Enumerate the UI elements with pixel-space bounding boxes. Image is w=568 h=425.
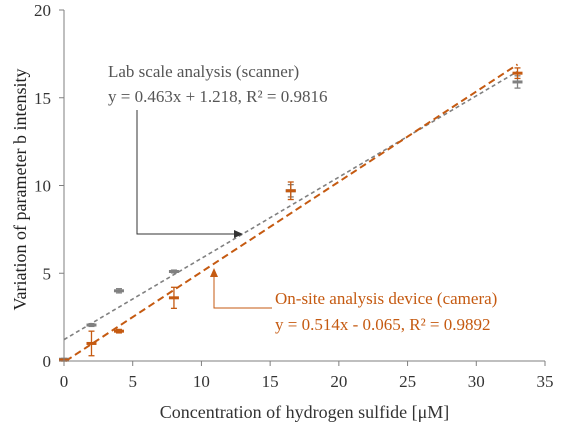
trendline-scanner xyxy=(63,70,518,341)
axes: 0 5 10 15 20 25 30 35 0 5 10 15 20 Concentration of h… xyxy=(10,1,554,422)
x-tick-label: 15 xyxy=(262,372,279,391)
scanner-data-point xyxy=(86,322,97,328)
y-tick-label: 5 xyxy=(43,264,52,283)
camera-data-point xyxy=(86,330,97,357)
camera-data-point xyxy=(512,67,523,80)
x-tick-label: 20 xyxy=(330,372,347,391)
trendline-camera xyxy=(65,63,519,362)
scanner-equation: y = 0.463x + 1.218, R² = 0.9816 xyxy=(108,87,327,106)
camera-data-point xyxy=(113,328,124,334)
trendlines xyxy=(63,63,519,362)
x-tick-label: 30 xyxy=(468,372,485,391)
scanner-callout-line xyxy=(136,110,236,235)
scanner-callout-arrowhead xyxy=(234,230,243,238)
camera-callout-line xyxy=(213,276,272,309)
camera-series-label: On-site analysis device (camera) xyxy=(275,289,497,308)
x-tick-label: 35 xyxy=(537,372,554,391)
y-tick-label: 15 xyxy=(34,89,51,108)
x-axis-label: Concentration of hydrogen sulfide [μM] xyxy=(160,402,450,422)
x-tick-label: 5 xyxy=(128,372,137,391)
x-tick-label: 10 xyxy=(193,372,210,391)
camera-callout-arrowhead xyxy=(210,268,218,277)
annotations: Lab scale analysis (scanner) y = 0.463x +… xyxy=(108,62,497,334)
camera-data-point xyxy=(285,181,296,201)
y-tick-label: 10 xyxy=(34,177,51,196)
scanner-series-label: Lab scale analysis (scanner) xyxy=(108,62,299,81)
y-axis-label: Variation of parameter b intensity xyxy=(10,69,30,311)
scanner-data-point xyxy=(113,288,124,294)
x-tick-label: 0 xyxy=(60,372,69,391)
camera-equation: y = 0.514x - 0.065, R² = 0.9892 xyxy=(275,315,491,334)
y-tick-label: 0 xyxy=(43,352,52,371)
data-points xyxy=(59,67,523,362)
x-tick-label: 25 xyxy=(399,372,416,391)
y-tick-label: 20 xyxy=(34,1,51,20)
camera-data-point xyxy=(168,286,179,310)
scanner-data-point xyxy=(168,269,179,274)
